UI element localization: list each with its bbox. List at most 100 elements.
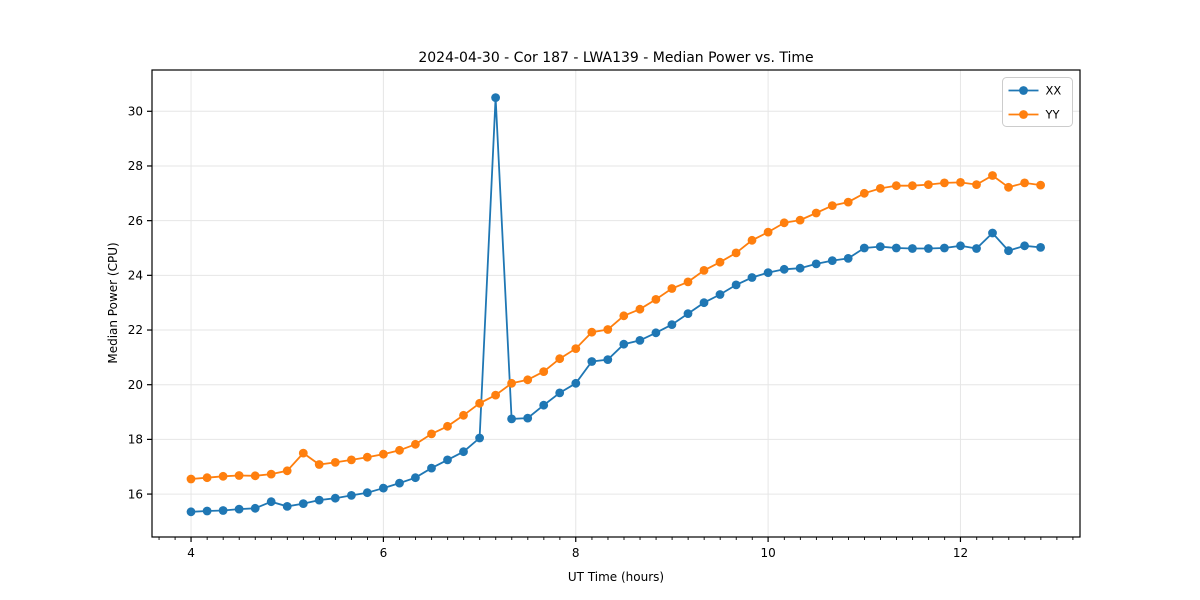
data-point-YY (475, 398, 484, 408)
data-point-XX (667, 320, 677, 329)
y-tick-label: 28 (128, 159, 143, 173)
data-point-YY (1036, 180, 1045, 190)
data-point-XX (266, 497, 276, 507)
axes-frame (151, 69, 1081, 538)
x-tick-label: 4 (187, 546, 195, 560)
data-point-YY (1004, 182, 1013, 192)
data-point-YY (940, 178, 949, 188)
data-point-YY (507, 378, 516, 388)
data-point-XX (875, 242, 885, 252)
y-tick-label: 24 (128, 269, 143, 283)
data-point-YY (827, 201, 837, 211)
data-point-YY (555, 354, 565, 364)
data-point-YY (619, 311, 629, 321)
y-tick-label: 22 (128, 323, 143, 337)
data-point-XX (908, 244, 917, 253)
data-point-YY (347, 455, 356, 465)
data-point-XX (763, 268, 773, 277)
legend-item-YY: YY (1008, 108, 1061, 122)
data-point-XX (859, 243, 869, 253)
data-point-XX (747, 273, 757, 282)
data-point-YY (459, 410, 468, 420)
y-tick-label: 26 (128, 214, 143, 228)
data-point-XX (940, 243, 949, 253)
data-point-XX (827, 256, 837, 265)
data-point-YY (811, 208, 821, 218)
data-point-XX (298, 499, 308, 508)
data-point-YY (443, 421, 452, 431)
data-point-XX (843, 254, 853, 263)
data-point-XX (314, 495, 324, 505)
data-point-XX (555, 388, 565, 398)
data-point-YY (843, 197, 853, 207)
data-point-XX (250, 503, 260, 513)
data-point-YY (539, 367, 549, 376)
data-point-YY (747, 235, 757, 245)
data-point-YY (651, 295, 661, 304)
data-point-XX (395, 478, 404, 488)
data-point-YY (715, 257, 725, 267)
legend-label: YY (1045, 108, 1061, 122)
legend-item-XX: XX (1008, 84, 1062, 98)
data-point-XX (282, 502, 292, 511)
data-point-XX (619, 339, 629, 349)
data-point-YY (956, 178, 965, 187)
data-point-XX (379, 483, 388, 493)
data-point-XX (635, 336, 645, 345)
data-point-YY (314, 460, 324, 469)
data-point-YY (379, 449, 388, 459)
x-axis-label: UT Time (hours) (567, 570, 665, 584)
y-axis-label: Median Power (CPU) (106, 242, 120, 364)
data-point-XX (347, 491, 356, 500)
data-point-YY (571, 344, 581, 353)
data-point-XX (234, 504, 244, 514)
data-point-XX (330, 493, 340, 503)
data-point-YY (202, 473, 212, 483)
series-XX-markers (186, 93, 1045, 517)
data-point-YY (282, 466, 292, 476)
data-point-XX (683, 309, 693, 318)
data-point-YY (298, 448, 308, 458)
data-point-XX (218, 506, 228, 515)
data-point-YY (699, 266, 709, 275)
chart-title: 2024-04-30 - Cor 187 - LWA139 - Median P… (418, 50, 814, 66)
data-point-YY (330, 458, 340, 467)
x-tick-label: 10 (760, 546, 775, 560)
data-point-XX (427, 463, 436, 473)
data-point-XX (1036, 243, 1045, 252)
data-point-YY (763, 227, 773, 237)
grid-lines (152, 70, 1080, 537)
data-point-XX (731, 280, 741, 290)
data-point-XX (202, 506, 212, 516)
data-point-XX (924, 244, 933, 253)
data-point-XX (795, 263, 805, 273)
data-point-YY (523, 375, 533, 385)
x-minor-ticks (158, 537, 1074, 540)
x-tick-label: 8 (572, 546, 580, 560)
data-point-XX (539, 400, 549, 410)
data-point-XX (475, 433, 484, 443)
data-point-XX (699, 298, 709, 308)
x-tick-label: 6 (380, 546, 388, 560)
data-point-YY (266, 469, 276, 479)
data-point-YY (234, 471, 244, 480)
data-point-YY (427, 429, 436, 439)
x-axis-ticks: 4 6 8 10 12 (187, 537, 968, 560)
data-point-YY (1020, 178, 1029, 188)
data-point-YY (683, 277, 693, 287)
data-point-YY (795, 215, 805, 225)
data-point-YY (635, 304, 645, 314)
data-point-XX (459, 447, 468, 457)
legend: XX YY (1002, 77, 1073, 127)
data-point-YY (731, 248, 741, 258)
data-point-XX (972, 244, 981, 253)
data-point-YY (924, 180, 933, 190)
x-tick-label: 12 (953, 546, 968, 560)
data-point-YY (988, 171, 997, 180)
legend-label: XX (1046, 84, 1062, 98)
y-tick-label: 18 (128, 433, 143, 447)
data-point-XX (715, 290, 725, 299)
data-point-YY (859, 188, 869, 198)
